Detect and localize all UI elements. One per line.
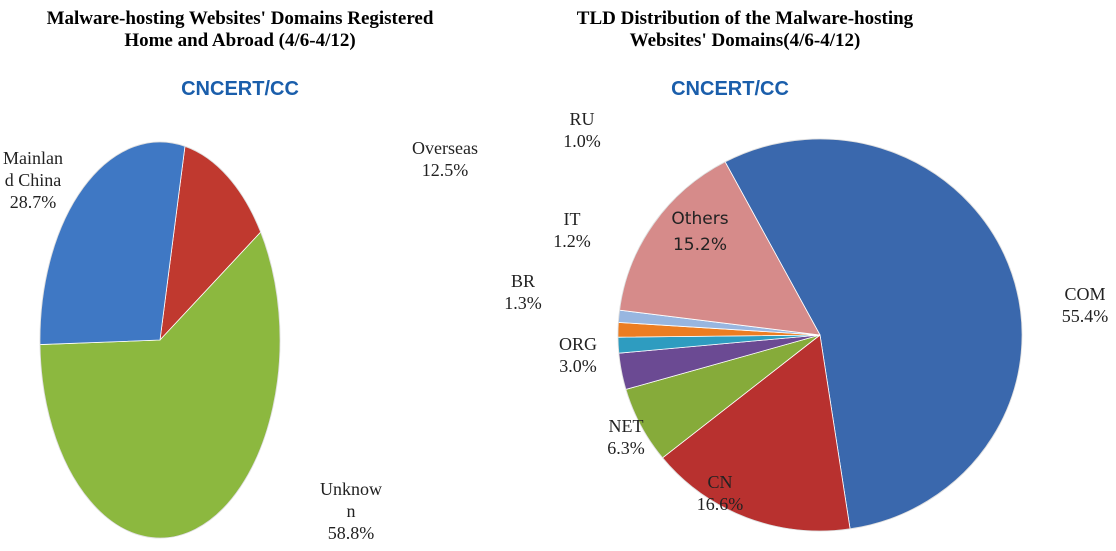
logo: CNCERT/CC	[181, 78, 299, 100]
category-label: RU	[569, 109, 595, 129]
pie-outline	[617, 138, 1023, 532]
value-label: 1.2%	[553, 231, 591, 251]
value-label: 6.3%	[607, 438, 645, 458]
value-label: 58.8%	[327, 523, 375, 543]
value-label: 55.4%	[1061, 306, 1109, 326]
chart-title: Malware-hosting Websites' Domains Regist…	[46, 8, 434, 51]
slice-label: NET 6.3%	[598, 415, 654, 459]
slice-label: Overseas 12.5%	[385, 137, 505, 181]
pie-slice	[39, 231, 281, 539]
category-label: IT	[563, 209, 581, 229]
pie-slice	[619, 161, 821, 336]
category-label: NET	[608, 416, 644, 436]
slice-label: CN 16.6%	[690, 471, 750, 515]
slice-label: Mainland China 28.7%	[0, 147, 66, 213]
pie-slice	[159, 145, 262, 342]
value-label: 1.0%	[563, 131, 601, 151]
chart-title: TLD Distribution of the Malware-hosting …	[576, 8, 914, 51]
value-label: 1.3%	[504, 293, 542, 313]
value-label: 16.6%	[696, 494, 744, 514]
category-label: CN	[707, 472, 733, 492]
pie-slice	[39, 141, 186, 345]
category-label: Unknown	[320, 479, 382, 521]
slice-label: IT 1.2%	[545, 208, 599, 252]
slice-label: ORG 3.0%	[548, 333, 608, 377]
category-label: Overseas	[412, 138, 478, 158]
slice-label: Unknown 58.8%	[318, 478, 384, 544]
category-label: ORG	[558, 334, 597, 354]
category-label: Mainland China	[3, 148, 63, 190]
value-label: 3.0%	[559, 356, 597, 376]
slice-label: BR 1.3%	[495, 270, 551, 314]
pie-outline	[39, 141, 281, 539]
category-label: COM	[1064, 284, 1106, 304]
category-label: Others	[671, 209, 729, 229]
value-label: 15.2%	[672, 235, 727, 255]
value-label: 12.5%	[421, 160, 469, 180]
slice-label: COM 55.4%	[1050, 283, 1116, 327]
pie-slice	[662, 334, 851, 532]
pie-slice	[724, 138, 1023, 530]
slice-label: Others 15.2%	[650, 206, 750, 258]
slice-label: RU 1.0%	[550, 108, 614, 152]
logo: CNCERT/CC	[671, 78, 789, 100]
category-label: BR	[510, 271, 535, 291]
value-label: 28.7%	[9, 192, 57, 212]
